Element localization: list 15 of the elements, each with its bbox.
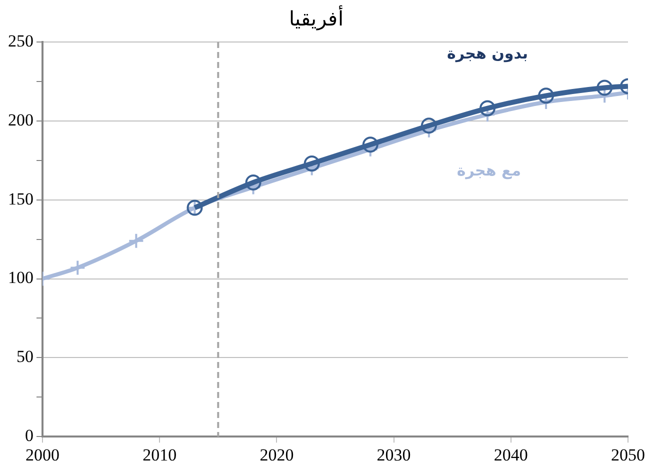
x-tick-label: 2020 (260, 445, 294, 464)
x-tick-label: 2030 (376, 445, 411, 464)
text: مع هجرة (456, 161, 522, 180)
x-tick-label: 2000 (26, 445, 60, 464)
y-tick-label: 50 (16, 347, 34, 366)
y-tick-label: 0 (25, 426, 34, 446)
x-tick-label: 2050 (611, 445, 645, 464)
x-tick-label: 2040 (494, 445, 528, 464)
chart-title: أفريقيا (289, 4, 344, 30)
x-tick-label: 2010 (142, 445, 177, 464)
text: بدون هجرة (446, 44, 528, 62)
y-tick-label: 150 (8, 189, 34, 208)
y-tick-label: 200 (8, 110, 34, 130)
y-tick-label: 100 (8, 268, 34, 288)
y-tick-label: 250 (8, 31, 34, 50)
